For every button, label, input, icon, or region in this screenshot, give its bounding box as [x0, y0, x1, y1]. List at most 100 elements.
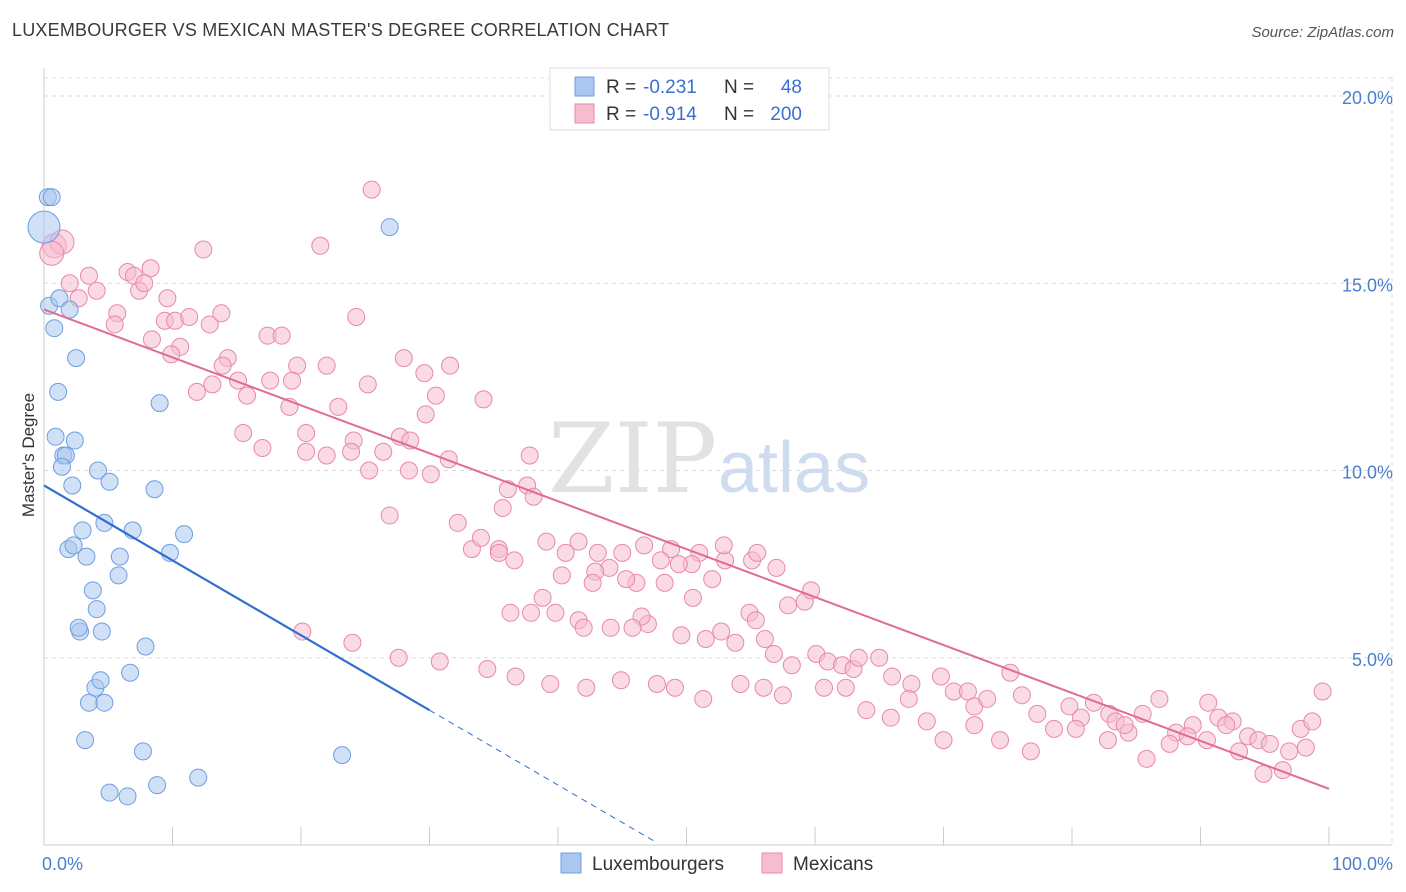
- mexicans-point: [180, 307, 199, 326]
- x-tick-label-100: 100.0%: [1332, 854, 1393, 874]
- luxembourgers-point: [333, 746, 352, 765]
- mexicans-point: [212, 304, 231, 323]
- watermark: ZIP atlas: [548, 403, 870, 515]
- mexicans-point: [814, 678, 833, 697]
- mexicans-point: [1217, 716, 1236, 735]
- mexicans-point: [703, 570, 722, 589]
- luxembourgers-point: [100, 783, 119, 802]
- luxembourgers-point: [46, 427, 65, 446]
- mexicans-point: [394, 349, 413, 368]
- mexicans-point: [1045, 719, 1064, 738]
- mexicans-point: [1028, 704, 1047, 723]
- stats-legend-box: [549, 67, 830, 131]
- mexicans-point: [1254, 764, 1273, 783]
- luxembourgers-point: [76, 731, 95, 750]
- mexicans-point: [1115, 716, 1134, 735]
- series-legend-label-luxembourgers[interactable]: Luxembourgers: [592, 854, 724, 875]
- mexicans-point: [478, 659, 497, 678]
- mexicans-point: [142, 330, 161, 349]
- luxembourgers-point: [45, 319, 64, 338]
- mexicans-point: [360, 461, 379, 480]
- legend-r-label-luxembourgers: R =: [606, 77, 636, 98]
- mexicans-point: [665, 678, 684, 697]
- y-tick-label-20: 20.0%: [1342, 88, 1393, 108]
- y-tick-label-5: 5.0%: [1352, 650, 1393, 670]
- y-tick-label-10: 10.0%: [1342, 463, 1393, 483]
- luxembourgers-point: [121, 663, 140, 682]
- mexicans-point: [471, 528, 490, 547]
- mexicans-point: [870, 648, 889, 667]
- luxembourgers-point: [380, 218, 399, 237]
- mexicans-point: [779, 596, 798, 615]
- mexicans-point: [764, 645, 783, 664]
- mexicans-point: [522, 603, 541, 622]
- mexicans-point: [505, 551, 524, 570]
- mexicans-point: [712, 622, 731, 641]
- luxembourgers-point: [50, 289, 69, 308]
- mexicans-point: [849, 648, 868, 667]
- mexicans-point: [958, 682, 977, 701]
- luxembourgers-point: [91, 671, 110, 690]
- mexicans-point: [524, 487, 543, 506]
- mexicans-point: [158, 289, 177, 308]
- mexicans-point: [297, 442, 316, 461]
- mexicans-point: [283, 371, 302, 390]
- mexicans-point: [881, 708, 900, 727]
- mexicans-point: [441, 356, 460, 375]
- mexicans-point: [343, 633, 362, 652]
- mexicans-point: [552, 566, 571, 585]
- mexicans-point: [556, 543, 575, 562]
- mexicans-point: [782, 656, 801, 675]
- mexicans-point: [694, 689, 713, 708]
- mexicans-point: [1260, 734, 1279, 753]
- mexicans-point: [773, 686, 792, 705]
- mexicans-point: [588, 543, 607, 562]
- luxembourgers-point: [69, 618, 88, 637]
- mexicans-point: [1021, 742, 1040, 761]
- luxembourgers-point: [118, 787, 137, 806]
- luxembourgers-point: [64, 536, 83, 555]
- luxembourgers-point: [67, 349, 86, 368]
- mexicans-point: [448, 513, 467, 532]
- mexicans-point: [1199, 693, 1218, 712]
- mexicans-point: [1137, 749, 1156, 768]
- mexicans-point: [755, 630, 774, 649]
- mexicans-point: [60, 274, 79, 293]
- luxembourgers-point: [189, 768, 208, 787]
- mexicans-point: [577, 678, 596, 697]
- mexicans-point: [1280, 742, 1299, 761]
- y-axis-label: Master's Degree: [19, 393, 38, 517]
- mexicans-point: [1273, 761, 1292, 780]
- mexicans-point: [374, 442, 393, 461]
- mexicans-point: [569, 532, 588, 551]
- series-legend-swatch-mexicans[interactable]: [761, 852, 783, 874]
- mexicans-point: [1160, 734, 1179, 753]
- luxembourgers-point: [65, 431, 84, 450]
- series-legend-swatch-luxembourgers[interactable]: [560, 852, 582, 874]
- luxembourgers-point: [60, 300, 79, 319]
- mexicans-point: [647, 674, 666, 693]
- mexicans-point: [493, 498, 512, 517]
- series-legend-label-mexicans[interactable]: Mexicans: [793, 854, 873, 875]
- mexicans-point: [234, 424, 253, 443]
- mexicans-point: [672, 626, 691, 645]
- luxembourgers-point: [150, 394, 169, 413]
- mexicans-point: [613, 543, 632, 562]
- mexicans-point: [358, 375, 377, 394]
- mexicans-point: [655, 573, 674, 592]
- mexicans-point: [347, 307, 366, 326]
- mexicans-point: [917, 712, 936, 731]
- luxembourgers-point: [133, 742, 152, 761]
- mexicans-point: [362, 180, 381, 199]
- series-legend: Luxembourgers Mexicans: [560, 852, 873, 875]
- mexicans-point: [731, 674, 750, 693]
- luxembourgers-point: [87, 600, 106, 619]
- mexicans-point: [253, 439, 272, 458]
- mexicans-point: [501, 603, 520, 622]
- mexicans-point: [229, 371, 248, 390]
- watermark-zip: ZIP: [548, 403, 717, 515]
- luxembourgers-trend-extension: [429, 709, 655, 842]
- mexicans-point: [389, 648, 408, 667]
- mexicans-point: [297, 424, 316, 443]
- luxembourgers-point: [175, 525, 194, 544]
